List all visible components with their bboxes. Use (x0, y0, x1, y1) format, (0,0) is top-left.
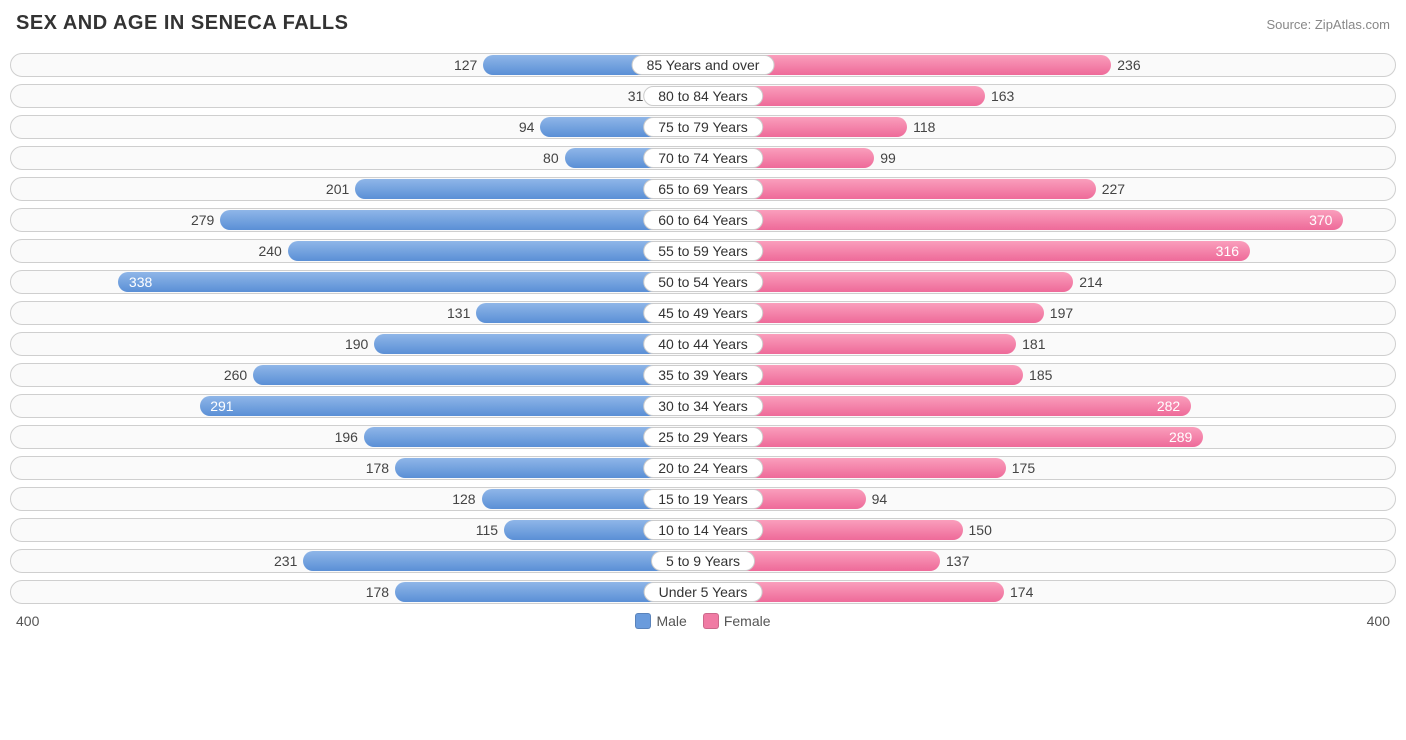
age-label: 75 to 79 Years (643, 117, 763, 137)
axis-right-max: 400 (1367, 613, 1390, 629)
female-value: 175 (1012, 457, 1035, 479)
female-value: 181 (1022, 333, 1045, 355)
pyramid-row: 80 99 70 to 74 Years (10, 146, 1396, 170)
legend-female-label: Female (724, 613, 771, 629)
male-bar (288, 241, 703, 261)
female-value: 163 (991, 85, 1014, 107)
age-label: 80 to 84 Years (643, 86, 763, 106)
female-value: 227 (1102, 178, 1125, 200)
female-value: 137 (946, 550, 969, 572)
age-label: 30 to 34 Years (643, 396, 763, 416)
age-label: 70 to 74 Years (643, 148, 763, 168)
male-value: 115 (476, 519, 498, 541)
male-value: 178 (366, 457, 389, 479)
female-value: 236 (1117, 54, 1140, 76)
pyramid-row: 115 150 10 to 14 Years (10, 518, 1396, 542)
male-value: 80 (543, 147, 559, 169)
pyramid-row: 131 197 45 to 49 Years (10, 301, 1396, 325)
chart-header: SEX AND AGE IN SENECA FALLS Source: ZipA… (10, 12, 1396, 35)
pyramid-row: 178 175 20 to 24 Years (10, 456, 1396, 480)
female-value: 150 (969, 519, 992, 541)
legend-item-male: Male (635, 613, 686, 629)
age-label: 65 to 69 Years (643, 179, 763, 199)
female-value: 316 (1216, 241, 1239, 261)
age-label: Under 5 Years (644, 582, 763, 602)
male-value: 128 (452, 488, 475, 510)
male-swatch (635, 613, 651, 629)
pyramid-row: 178 174 Under 5 Years (10, 580, 1396, 604)
female-value: 289 (1169, 427, 1192, 447)
chart-source: Source: ZipAtlas.com (1266, 17, 1390, 32)
female-value: 118 (913, 116, 935, 138)
pyramid-row: 128 94 15 to 19 Years (10, 487, 1396, 511)
male-value: 240 (258, 240, 281, 262)
male-value: 338 (129, 272, 152, 292)
male-value: 201 (326, 178, 349, 200)
age-label: 20 to 24 Years (643, 458, 763, 478)
male-bar (253, 365, 703, 385)
pyramid-row: 94 118 75 to 79 Years (10, 115, 1396, 139)
age-label: 10 to 14 Years (643, 520, 763, 540)
male-value: 131 (447, 302, 470, 324)
age-label: 45 to 49 Years (643, 303, 763, 323)
male-value: 291 (210, 396, 233, 416)
male-value: 190 (345, 333, 368, 355)
female-bar (703, 241, 1250, 261)
pyramid-row: 338 214 50 to 54 Years (10, 270, 1396, 294)
female-swatch (703, 613, 719, 629)
pyramid-row: 231 137 5 to 9 Years (10, 549, 1396, 573)
female-value: 185 (1029, 364, 1052, 386)
age-label: 15 to 19 Years (643, 489, 763, 509)
male-bar (220, 210, 703, 230)
axis-footer: 400 Male Female 400 (10, 611, 1396, 629)
legend-male-label: Male (656, 613, 686, 629)
age-label: 50 to 54 Years (643, 272, 763, 292)
male-value: 260 (224, 364, 247, 386)
age-label: 5 to 9 Years (651, 551, 755, 571)
male-bar (303, 551, 703, 571)
age-label: 60 to 64 Years (643, 210, 763, 230)
male-value: 178 (366, 581, 389, 603)
female-value: 174 (1010, 581, 1033, 603)
male-bar (118, 272, 703, 292)
legend: Male Female (635, 613, 770, 629)
male-value: 196 (335, 426, 358, 448)
pyramid-row: 291 282 30 to 34 Years (10, 394, 1396, 418)
pyramid-row: 190 181 40 to 44 Years (10, 332, 1396, 356)
age-label: 25 to 29 Years (643, 427, 763, 447)
male-value: 94 (519, 116, 535, 138)
female-value: 197 (1050, 302, 1073, 324)
pyramid-row: 31 163 80 to 84 Years (10, 84, 1396, 108)
age-label: 55 to 59 Years (643, 241, 763, 261)
female-bar (703, 396, 1191, 416)
pyramid-row: 260 185 35 to 39 Years (10, 363, 1396, 387)
female-bar (703, 427, 1203, 447)
female-value: 370 (1309, 210, 1332, 230)
pyramid-row: 201 227 65 to 69 Years (10, 177, 1396, 201)
pyramid-row: 127 236 85 Years and over (10, 53, 1396, 77)
female-bar (703, 210, 1343, 230)
male-value: 279 (191, 209, 214, 231)
female-value: 214 (1079, 271, 1102, 293)
pyramid-row: 279 370 60 to 64 Years (10, 208, 1396, 232)
pyramid-row: 240 316 55 to 59 Years (10, 239, 1396, 263)
age-label: 35 to 39 Years (643, 365, 763, 385)
population-pyramid: 127 236 85 Years and over 31 163 80 to 84 Yea… (10, 53, 1396, 604)
age-label: 85 Years and over (632, 55, 775, 75)
female-value: 94 (872, 488, 888, 510)
male-value: 231 (274, 550, 297, 572)
male-bar (200, 396, 703, 416)
male-value: 31 (628, 85, 644, 107)
chart-title: SEX AND AGE IN SENECA FALLS (16, 12, 348, 35)
legend-item-female: Female (703, 613, 771, 629)
age-label: 40 to 44 Years (643, 334, 763, 354)
female-value: 99 (880, 147, 896, 169)
axis-left-max: 400 (16, 613, 39, 629)
male-value: 127 (454, 54, 477, 76)
female-value: 282 (1157, 396, 1180, 416)
pyramid-row: 196 289 25 to 29 Years (10, 425, 1396, 449)
